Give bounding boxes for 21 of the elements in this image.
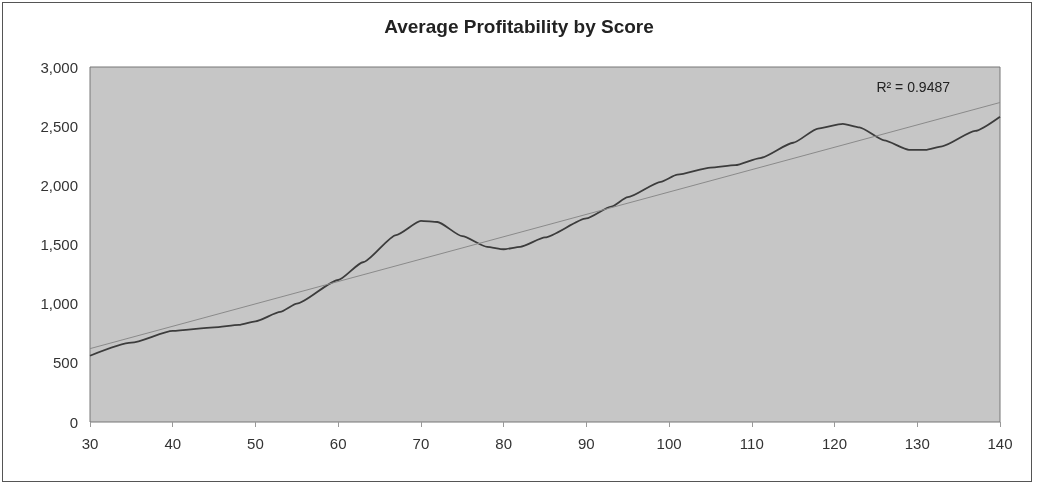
- x-tick-label: 50: [247, 435, 264, 452]
- x-tick-label: 60: [329, 435, 347, 452]
- y-tick-label: 0: [69, 413, 78, 431]
- x-tick-label: 130: [904, 435, 930, 452]
- x-tick-label: 100: [656, 435, 682, 452]
- x-tick-label: 110: [739, 435, 764, 452]
- y-tick-label: 2,000: [40, 176, 78, 194]
- x-tick-label: 140: [987, 435, 1013, 452]
- x-tick-label: 90: [578, 435, 595, 452]
- x-tick-label: 70: [412, 435, 430, 452]
- y-tick-label: 3,000: [40, 58, 78, 76]
- y-tick-label: 500: [52, 354, 78, 372]
- x-tick-label: 80: [495, 435, 512, 452]
- y-tick-label: 1,500: [40, 236, 78, 253]
- x-tick-label: 120: [822, 435, 848, 452]
- x-tick-label: 40: [164, 435, 182, 452]
- y-tick-label: 2,500: [40, 117, 78, 135]
- x-tick-label: 30: [81, 435, 99, 452]
- chart-title: Average Profitability by Score: [384, 16, 654, 37]
- y-tick-label: 1,000: [40, 295, 78, 313]
- annotation: R² = 0.9487: [876, 79, 951, 95]
